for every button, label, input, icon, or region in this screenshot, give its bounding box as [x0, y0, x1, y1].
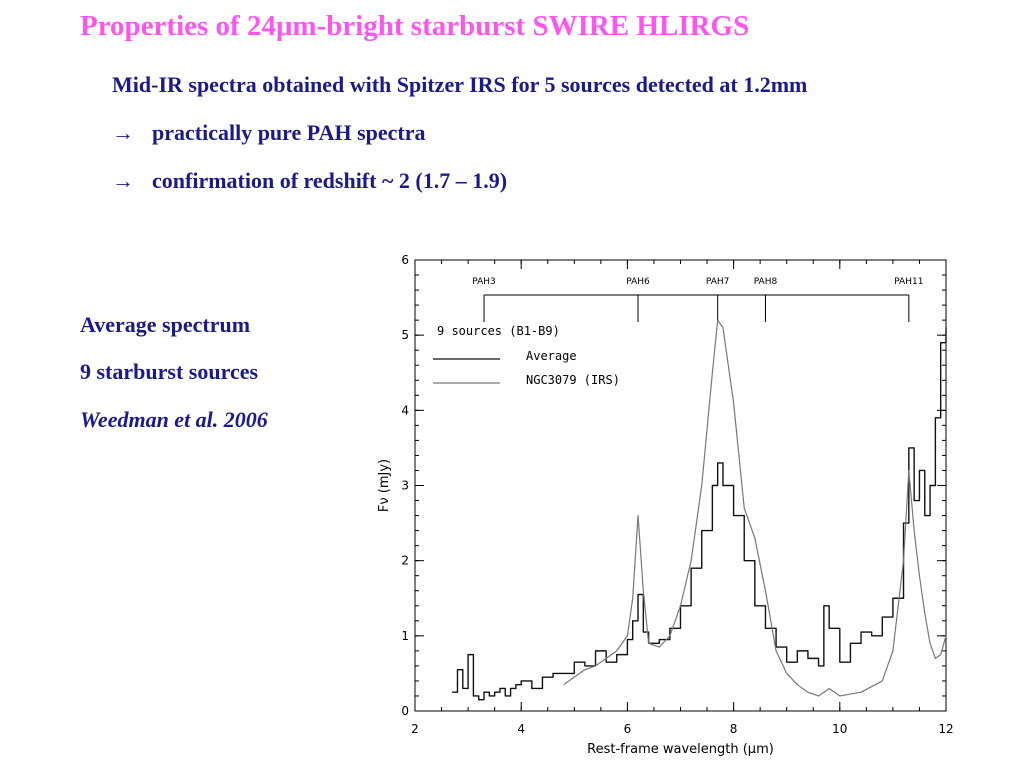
series-line-ngc3079-irs [563, 319, 947, 697]
x-tick-label: 6 [624, 722, 632, 736]
pah-marker-label: PAH3 [472, 277, 496, 287]
x-tick-label: 2 [411, 722, 419, 736]
x-tick-label: 12 [938, 722, 953, 736]
y-tick-label: 0 [401, 704, 409, 718]
intro-text: Mid-IR spectra obtained with Spitzer IRS… [112, 72, 808, 97]
y-axis-title: Fν (mJy) [377, 459, 392, 512]
x-tick-label: 8 [730, 722, 738, 736]
slide-title: Properties of 24μm-bright starburst SWIR… [80, 10, 750, 42]
series-line-average [452, 327, 947, 701]
bullet-item: → confirmation of redshift ~ 2 (1.7 – 1.9… [112, 168, 507, 194]
arrow-icon: → [112, 120, 134, 145]
x-axis-title: Rest-frame wavelength (μm) [587, 742, 774, 757]
y-tick-label: 2 [401, 554, 409, 568]
arrow-icon: → [112, 168, 134, 193]
y-tick-label: 3 [401, 479, 409, 493]
y-tick-label: 1 [401, 629, 409, 643]
legend-title: 9 sources (B1-B9) [437, 324, 560, 338]
side-note-reference: Weedman et al. 2006 [80, 407, 268, 432]
pah-marker-label: PAH11 [894, 277, 923, 287]
legend-entry: NGC3079 (IRS) [526, 373, 620, 387]
y-tick-label: 4 [401, 403, 409, 417]
pah-marker-label: PAH6 [626, 277, 650, 287]
pah-marker-label: PAH8 [754, 277, 778, 287]
x-tick-label: 4 [517, 722, 525, 736]
side-note-average: Average spectrum [80, 312, 251, 337]
y-tick-label: 5 [401, 328, 409, 342]
x-tick-label: 10 [832, 722, 847, 736]
bullet-item: → practically pure PAH spectra [112, 120, 426, 146]
bullet-text: practically pure PAH spectra [152, 120, 426, 145]
pah-marker-label: PAH7 [706, 277, 730, 287]
legend-entry: Average [526, 349, 577, 363]
side-note-sources: 9 starburst sources [80, 359, 259, 384]
y-tick-label: 6 [401, 253, 409, 267]
bullet-text: confirmation of redshift ~ 2 (1.7 – 1.9) [152, 168, 508, 193]
